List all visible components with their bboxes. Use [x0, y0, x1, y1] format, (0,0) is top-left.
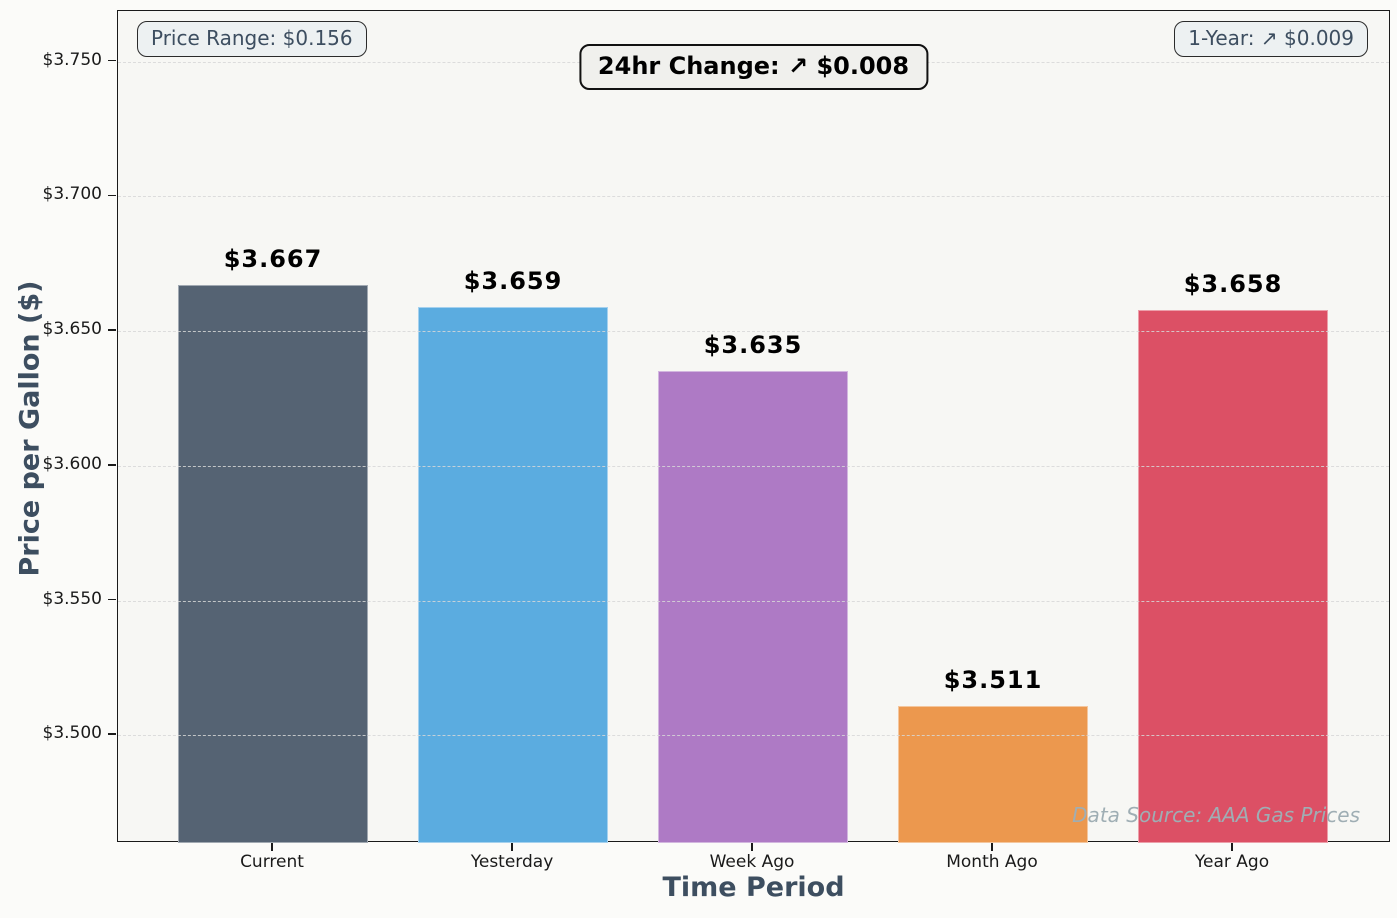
bar-value-label-yesterday: $3.659 [463, 266, 563, 295]
change-24hr-annotation: 24hr Change: ↗ $0.008 [578, 44, 929, 90]
x-tick-label-current: Current [240, 852, 304, 872]
bar-year-ago [1138, 309, 1328, 843]
y-axis-title: Price per Gallon ($) [14, 280, 46, 577]
x-tick-mark [1231, 843, 1233, 851]
y-tick-label: $3.600 [42, 453, 102, 474]
x-tick-mark [751, 843, 753, 851]
gridline-3.700 [118, 196, 1389, 198]
y-tick-label: $3.650 [42, 319, 102, 340]
price-range-annotation: Price Range: $0.156 [137, 21, 367, 57]
y-tick-mark [108, 194, 116, 197]
bar-value-label-current: $3.667 [223, 245, 323, 274]
y-tick-mark [108, 59, 116, 62]
x-tick-label-month-ago: Month Ago [946, 852, 1038, 872]
y-tick-label: $3.700 [42, 184, 102, 205]
bar-value-label-year-ago: $3.658 [1183, 269, 1283, 298]
data-source-label: Data Source: AAA Gas Prices [1072, 803, 1360, 827]
bar-week-ago [658, 371, 848, 843]
y-tick-label: $3.550 [42, 588, 102, 609]
plot-area: $3.667 $3.659 $3.635 $3.511 $3.658 Price Ran… [117, 10, 1390, 843]
y-tick-mark [108, 598, 116, 601]
x-tick-label-year-ago: Year Ago [1194, 852, 1270, 872]
y-tick-label: $3.500 [42, 723, 102, 744]
y-tick-label: $3.750 [42, 49, 102, 70]
y-tick-mark [108, 733, 116, 736]
x-tick-mark [991, 843, 993, 851]
y-tick-mark [108, 329, 116, 331]
bar-current [178, 285, 368, 843]
x-axis-title: Time Period [662, 872, 845, 903]
y-tick-mark [108, 463, 116, 466]
x-tick-label-week-ago: Week Ago [709, 852, 795, 872]
bar-value-label-month-ago: $3.511 [943, 665, 1043, 694]
x-tick-mark [511, 843, 513, 851]
bar-value-label-week-ago: $3.635 [703, 331, 803, 360]
one-year-annotation: 1-Year: ↗ $0.009 [1174, 21, 1368, 57]
bar-yesterday [418, 306, 608, 843]
x-tick-mark [271, 843, 273, 851]
bar-month-ago [898, 705, 1088, 843]
x-tick-label-yesterday: Yesterday [470, 852, 554, 872]
